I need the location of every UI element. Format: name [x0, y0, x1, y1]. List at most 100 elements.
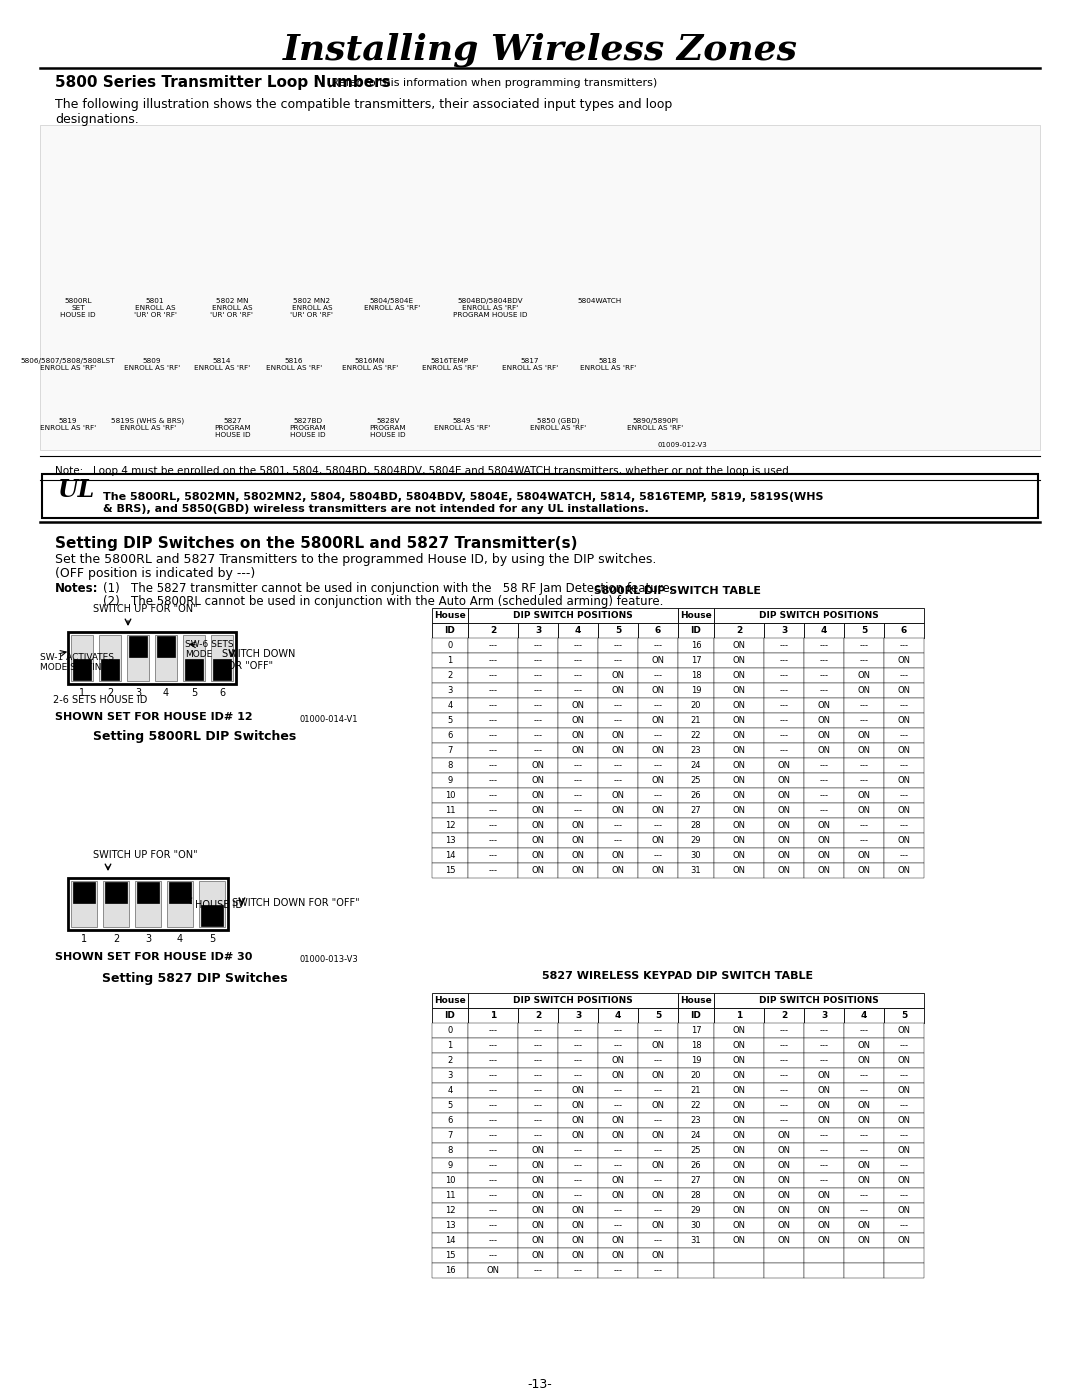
Bar — [764, 833, 804, 848]
Text: 2: 2 — [113, 935, 119, 944]
Text: ON: ON — [732, 701, 745, 710]
Text: ---: --- — [488, 821, 498, 830]
Text: ON: ON — [858, 806, 870, 814]
Text: ON: ON — [611, 671, 624, 680]
Bar — [714, 1203, 764, 1218]
Text: ---: --- — [534, 641, 542, 650]
Text: ---: --- — [613, 1161, 622, 1171]
Bar — [598, 638, 638, 652]
Bar — [714, 788, 764, 803]
Bar — [678, 728, 714, 743]
Bar — [678, 1158, 714, 1173]
Bar — [518, 833, 558, 848]
Bar — [764, 1127, 804, 1143]
Text: ON: ON — [897, 717, 910, 725]
Text: ON: ON — [651, 1101, 664, 1111]
Text: 5814
ENROLL AS 'RF': 5814 ENROLL AS 'RF' — [194, 358, 251, 372]
Text: ---: --- — [653, 1266, 662, 1275]
Bar — [213, 659, 231, 680]
Text: ON: ON — [571, 866, 584, 875]
Text: ON: ON — [732, 821, 745, 830]
Text: 4: 4 — [615, 1011, 621, 1020]
Bar — [843, 1234, 885, 1248]
Bar — [678, 1218, 714, 1234]
Bar — [211, 636, 233, 680]
Text: 15: 15 — [445, 866, 456, 875]
Bar — [468, 1083, 518, 1098]
Text: 5: 5 — [615, 626, 621, 636]
Text: ON: ON — [531, 851, 544, 861]
Text: 9: 9 — [447, 775, 453, 785]
Bar — [843, 638, 885, 652]
Bar — [638, 1173, 678, 1187]
Bar — [135, 882, 161, 928]
Bar — [764, 848, 804, 863]
Text: ON: ON — [818, 717, 831, 725]
Bar — [804, 1009, 843, 1023]
Text: 9: 9 — [447, 1161, 453, 1171]
Text: ON: ON — [732, 866, 745, 875]
Text: ---: --- — [900, 1101, 908, 1111]
Bar — [105, 882, 127, 902]
Text: ---: --- — [488, 1221, 498, 1229]
Text: 4: 4 — [575, 626, 581, 636]
Text: 29: 29 — [691, 835, 701, 845]
Text: ON: ON — [897, 775, 910, 785]
Bar — [843, 1248, 885, 1263]
Bar — [885, 1038, 924, 1053]
Bar — [137, 882, 159, 902]
Text: 3: 3 — [135, 687, 141, 698]
Bar — [638, 652, 678, 668]
Bar — [764, 773, 804, 788]
Bar — [432, 668, 468, 683]
Text: ---: --- — [613, 1146, 622, 1155]
Bar — [432, 993, 468, 1009]
Text: ON: ON — [858, 1041, 870, 1051]
Bar — [885, 1083, 924, 1098]
Bar — [518, 683, 558, 698]
Text: ON: ON — [651, 1071, 664, 1080]
Text: ---: --- — [653, 701, 662, 710]
Text: 16: 16 — [445, 1266, 456, 1275]
Text: ---: --- — [488, 851, 498, 861]
Bar — [638, 1158, 678, 1173]
Text: ---: --- — [900, 641, 908, 650]
Text: 5850 (GBD)
ENROLL AS 'RF': 5850 (GBD) ENROLL AS 'RF' — [530, 418, 586, 432]
Bar — [432, 608, 468, 623]
Text: -13-: -13- — [528, 1377, 552, 1391]
Text: ---: --- — [488, 806, 498, 814]
Bar — [468, 728, 518, 743]
Bar — [678, 819, 714, 833]
Bar — [764, 623, 804, 638]
Bar — [714, 759, 764, 773]
Text: ---: --- — [860, 1132, 868, 1140]
Bar — [518, 1187, 558, 1203]
Text: ---: --- — [860, 701, 868, 710]
Text: 11: 11 — [445, 1192, 456, 1200]
Bar — [638, 1127, 678, 1143]
Bar — [638, 1023, 678, 1038]
Bar — [885, 1067, 924, 1083]
Text: ON: ON — [897, 657, 910, 665]
Text: 2: 2 — [535, 1011, 541, 1020]
Bar — [42, 474, 1038, 518]
Text: 23: 23 — [691, 1116, 701, 1125]
Text: ---: --- — [820, 791, 828, 800]
Bar — [764, 788, 804, 803]
Text: ON: ON — [732, 1071, 745, 1080]
Text: ---: --- — [488, 657, 498, 665]
Bar — [804, 803, 843, 819]
Text: ---: --- — [900, 851, 908, 861]
Text: 5816
ENROLL AS 'RF': 5816 ENROLL AS 'RF' — [266, 358, 322, 372]
Bar — [638, 1187, 678, 1203]
Bar — [558, 1173, 598, 1187]
Text: 25: 25 — [691, 1146, 701, 1155]
Text: Installing Wireless Zones: Installing Wireless Zones — [283, 32, 797, 67]
Text: ---: --- — [860, 761, 868, 770]
Bar — [598, 1038, 638, 1053]
Text: ON: ON — [732, 1192, 745, 1200]
Text: 28: 28 — [691, 821, 701, 830]
Bar — [598, 712, 638, 728]
Text: ---: --- — [488, 1176, 498, 1185]
Bar — [804, 1143, 843, 1158]
